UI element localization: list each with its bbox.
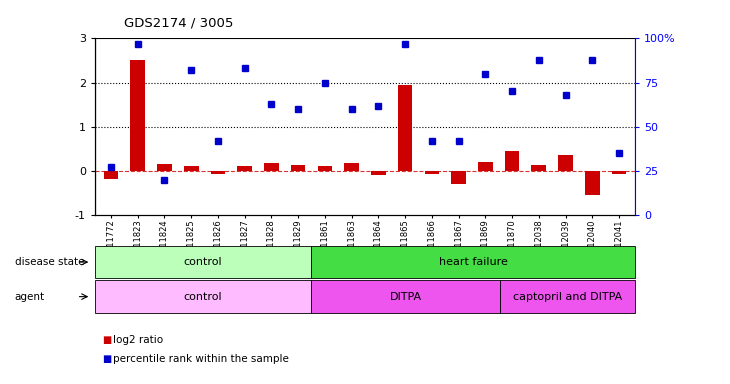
Bar bbox=[184, 166, 199, 171]
Bar bbox=[531, 165, 546, 171]
Bar bbox=[237, 167, 252, 171]
Text: control: control bbox=[184, 291, 222, 302]
Text: control: control bbox=[184, 257, 222, 267]
Text: DITPA: DITPA bbox=[389, 291, 422, 302]
Bar bbox=[558, 156, 573, 171]
Bar bbox=[104, 171, 118, 179]
Bar bbox=[157, 164, 172, 171]
Bar bbox=[425, 171, 439, 174]
Bar bbox=[398, 85, 412, 171]
Bar bbox=[210, 171, 226, 174]
Bar bbox=[451, 171, 466, 184]
Text: percentile rank within the sample: percentile rank within the sample bbox=[113, 354, 289, 364]
Text: disease state: disease state bbox=[15, 257, 84, 267]
Bar bbox=[264, 163, 279, 171]
Bar bbox=[612, 171, 626, 174]
Bar bbox=[371, 171, 385, 175]
Text: ■: ■ bbox=[102, 335, 112, 345]
Bar bbox=[345, 163, 359, 171]
Text: GDS2174 / 3005: GDS2174 / 3005 bbox=[124, 17, 234, 30]
Bar bbox=[318, 166, 332, 171]
Bar bbox=[478, 162, 493, 171]
Text: log2 ratio: log2 ratio bbox=[113, 335, 164, 345]
Text: heart failure: heart failure bbox=[439, 257, 507, 267]
Bar bbox=[504, 151, 520, 171]
Text: ■: ■ bbox=[102, 354, 112, 364]
Text: captopril and DITPA: captopril and DITPA bbox=[513, 291, 622, 302]
Text: agent: agent bbox=[15, 291, 45, 302]
Bar bbox=[291, 165, 305, 171]
Bar bbox=[131, 61, 145, 171]
Bar bbox=[585, 171, 599, 195]
